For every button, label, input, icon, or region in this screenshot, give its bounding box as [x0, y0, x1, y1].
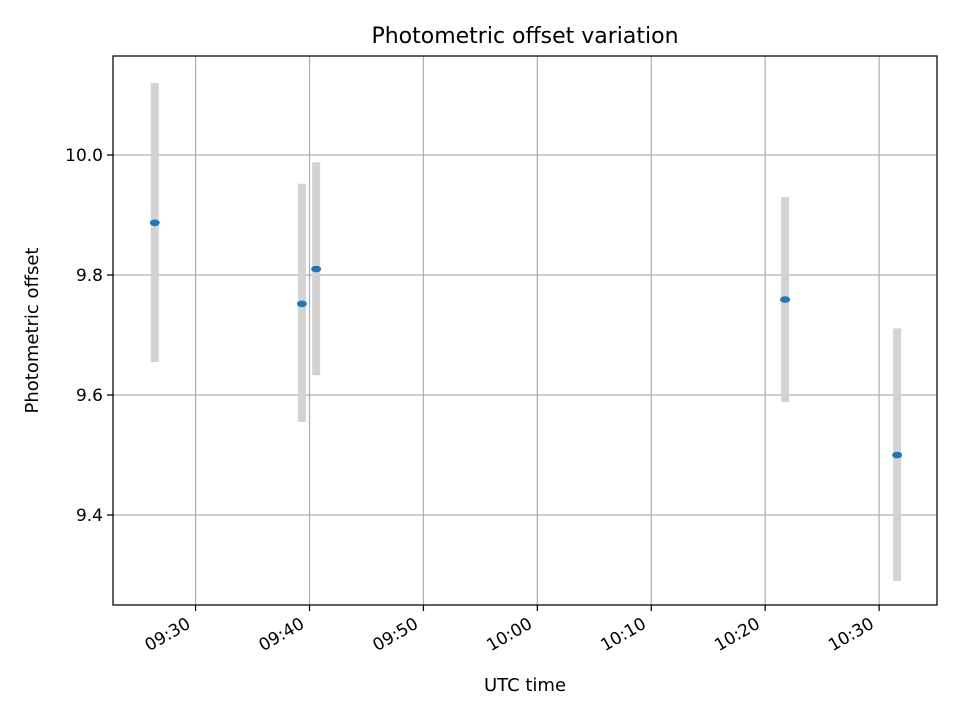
y-tick-label: 10.0	[65, 146, 103, 166]
data-point	[780, 296, 791, 303]
y-axis-label: Photometric offset	[22, 248, 43, 414]
grid	[113, 56, 937, 605]
data-point	[892, 451, 903, 459]
chart-title: Photometric offset variation	[371, 24, 678, 49]
y-tick-label: 9.4	[76, 506, 103, 526]
x-axis-label: UTC time	[484, 675, 566, 696]
data-point	[311, 265, 322, 273]
plot-frame	[112, 55, 938, 606]
data-point	[296, 300, 307, 308]
data-point	[149, 219, 160, 227]
y-tick-label: 9.8	[76, 266, 103, 286]
y-axis-ticks: 9.4 9.6 9.8 10.0	[65, 146, 113, 526]
y-tick-label: 9.6	[76, 386, 103, 406]
data-points	[149, 219, 903, 459]
